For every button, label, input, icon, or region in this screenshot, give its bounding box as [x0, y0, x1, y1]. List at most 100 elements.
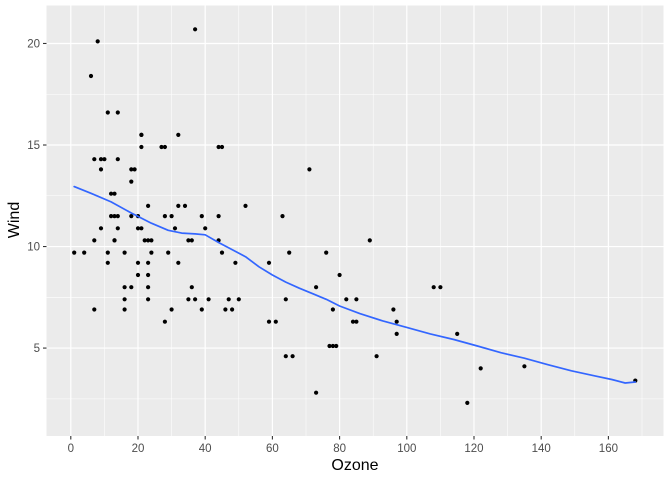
data-point	[199, 307, 204, 312]
data-point	[92, 157, 97, 162]
data-point	[122, 297, 127, 302]
data-point	[146, 297, 151, 302]
data-point	[233, 260, 238, 265]
data-point	[135, 272, 141, 278]
data-point	[146, 285, 151, 290]
data-point	[176, 132, 181, 137]
data-point	[82, 250, 87, 255]
data-point	[455, 331, 460, 336]
data-point	[522, 364, 527, 369]
data-point	[98, 226, 104, 231]
data-point	[273, 319, 278, 324]
data-point	[146, 260, 151, 265]
data-point	[193, 27, 198, 32]
data-point	[122, 307, 127, 312]
data-point	[115, 110, 120, 115]
data-point	[223, 307, 228, 312]
data-point	[330, 307, 335, 312]
data-point	[162, 144, 167, 150]
data-point	[186, 238, 191, 243]
data-point	[374, 354, 379, 359]
y-tick-label: 5	[34, 343, 40, 355]
data-point	[287, 250, 292, 255]
data-point	[337, 272, 342, 278]
data-point	[112, 191, 117, 196]
data-point	[438, 285, 443, 290]
data-point	[169, 214, 174, 219]
data-point	[280, 214, 285, 219]
data-point	[330, 343, 335, 349]
data-point	[105, 260, 110, 265]
data-point	[129, 214, 134, 219]
y-tick-label: 20	[27, 38, 40, 50]
data-point	[189, 285, 194, 290]
y-axis-title: Wind	[6, 202, 23, 238]
smooth-line	[73, 185, 637, 384]
data-point	[112, 214, 117, 219]
data-point	[98, 167, 104, 172]
data-point	[199, 214, 204, 219]
smooth-layer	[73, 185, 637, 384]
data-point	[324, 250, 329, 255]
data-point	[478, 366, 483, 371]
data-point	[115, 226, 120, 231]
data-point	[149, 250, 154, 255]
data-point	[139, 226, 144, 231]
data-point	[334, 343, 339, 349]
data-point	[105, 250, 110, 255]
data-point	[230, 307, 235, 312]
data-point	[139, 144, 144, 150]
y-tick-label: 10	[27, 242, 40, 254]
data-point	[146, 272, 151, 278]
data-point	[166, 250, 171, 255]
data-point	[162, 214, 167, 219]
data-point	[129, 179, 134, 184]
data-point	[135, 260, 141, 265]
data-point	[92, 238, 97, 243]
data-point	[122, 250, 127, 255]
panel-layer	[46, 5, 664, 436]
data-point	[219, 144, 225, 150]
data-point	[203, 226, 208, 231]
data-point	[266, 260, 272, 265]
data-point	[146, 238, 151, 243]
data-point	[189, 238, 194, 243]
x-tick-label: 0	[68, 443, 74, 455]
data-point	[115, 157, 120, 162]
data-point	[102, 157, 107, 162]
data-point	[139, 132, 144, 137]
data-point	[109, 191, 114, 196]
data-point	[193, 297, 198, 302]
data-point	[112, 238, 117, 243]
data-point	[216, 214, 221, 219]
data-point	[149, 238, 154, 243]
data-point	[135, 226, 141, 231]
data-point	[354, 297, 359, 302]
data-point	[465, 400, 470, 405]
data-point	[314, 390, 319, 395]
data-point	[236, 297, 241, 302]
data-point	[115, 214, 120, 219]
data-point	[394, 319, 399, 324]
data-point	[243, 203, 248, 208]
x-tick-label: 160	[599, 443, 618, 455]
data-point	[132, 167, 137, 172]
data-point	[266, 319, 272, 324]
data-point	[122, 285, 127, 290]
axis-labels-layer: 0 20 40 60 80 100 120 140 160 5 10 15 20	[27, 38, 618, 455]
data-point	[367, 238, 372, 243]
data-point	[169, 307, 174, 312]
points-layer	[72, 27, 638, 405]
data-point	[431, 285, 436, 290]
data-point	[216, 144, 221, 150]
data-point	[129, 167, 134, 172]
grid-minor-layer	[46, 5, 664, 436]
x-tick-label: 140	[532, 443, 551, 455]
data-point	[95, 39, 100, 44]
data-point	[283, 297, 288, 302]
axis-ticks-layer	[43, 42, 609, 440]
data-point	[146, 203, 151, 208]
grid-major-layer	[46, 5, 664, 436]
data-point	[176, 203, 181, 208]
